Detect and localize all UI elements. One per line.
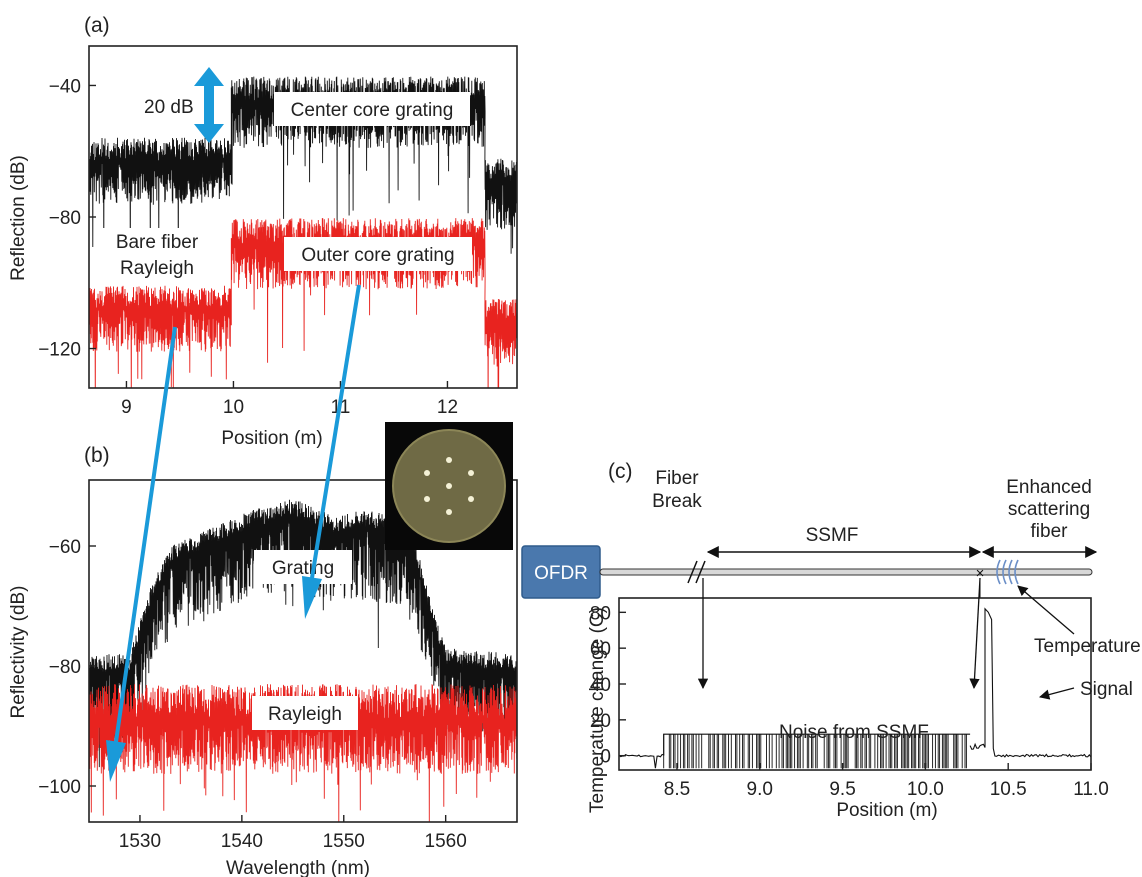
connector-arrows xyxy=(106,284,361,782)
panel-c-signal xyxy=(969,607,1091,758)
step-arrow-icon xyxy=(194,67,224,143)
splice-arrow xyxy=(969,577,981,690)
panel-c-xtick-label: 9.5 xyxy=(829,779,855,800)
panel-c-ticks: 8.5 9.0 9.5 10.0 10.5 11.0 0 20 40 60 80 xyxy=(590,603,1109,800)
scattering-coil-icon xyxy=(996,559,1019,585)
enhanced-label-1: Enhanced xyxy=(1006,477,1092,498)
enhanced-label-2: scattering xyxy=(1008,499,1090,520)
panel-a-xtick-label: 10 xyxy=(223,397,244,418)
panel-c-baseline-left xyxy=(619,733,971,769)
panel-c-plot-area xyxy=(619,607,1091,769)
bare-label-box xyxy=(102,228,216,282)
panel-a-xlabel: Position (m) xyxy=(221,428,322,449)
panel-a-ytick-label: −80 xyxy=(49,208,81,229)
panel-c-ytick-label: 0 xyxy=(600,747,611,768)
ofdr-label: OFDR xyxy=(534,563,588,584)
rayleigh-label: Rayleigh xyxy=(268,704,342,725)
enhanced-label-3: fiber xyxy=(1031,521,1069,542)
step-arrow xyxy=(194,67,224,143)
panel-c-ytick-label: 80 xyxy=(590,603,611,624)
panel-c-noise xyxy=(663,734,967,769)
panel-b-xtick-label: 1560 xyxy=(425,831,467,852)
panel-c-xtick-label: 9.0 xyxy=(747,779,773,800)
panel-a: (a) 9101112−120−80−40 Position (m) Refle… xyxy=(8,14,518,449)
step-label: 20 dB xyxy=(144,97,194,118)
fiber-schematic: OFDR × xyxy=(521,545,1098,599)
panel-c-xtick-label: 8.5 xyxy=(664,779,690,800)
ssmf-label: SSMF xyxy=(806,525,859,546)
panel-b-xtick-label: 1540 xyxy=(221,831,263,852)
panel-b-xlabel: Wavelength (nm) xyxy=(226,858,370,877)
panel-c-xtick-label: 10.0 xyxy=(907,779,944,800)
panel-b-label: (b) xyxy=(84,444,110,467)
panel-a-xtick-label: 12 xyxy=(437,397,458,418)
panel-b-xtick-label: 1550 xyxy=(323,831,365,852)
panel-c: (c) OFDR × Fiber Break SSMF Enhanced sca… xyxy=(521,460,1141,821)
center-label-box xyxy=(274,92,470,126)
temperature-label: Temperature xyxy=(1034,636,1141,657)
fiber-line xyxy=(599,568,1093,576)
panel-a-label: (a) xyxy=(84,14,110,37)
panel-c-ytick-label: 40 xyxy=(590,675,611,696)
panel-b-ylabel: Reflectivity (dB) xyxy=(8,585,29,718)
panel-b-ytick-label: −80 xyxy=(49,657,81,678)
panel-b-ytick-label: −60 xyxy=(49,537,81,558)
rayleigh-label-box xyxy=(252,696,358,730)
panel-c-xtick-label: 10.5 xyxy=(990,779,1027,800)
fiber-break-mark-2 xyxy=(695,560,706,584)
panel-c-ylabel: Temperature change (C) xyxy=(587,607,608,813)
fiber-break-mark-1 xyxy=(687,560,698,584)
fiber-break-label-1: Fiber xyxy=(655,468,699,489)
noise-label: Noise from SSMF xyxy=(779,722,929,743)
panel-a-xtick-label: 9 xyxy=(121,397,132,418)
panel-a-ytick-label: −40 xyxy=(49,76,81,97)
panel-c-xlabel: Position (m) xyxy=(836,800,937,821)
connector-rayleigh-line xyxy=(114,326,177,743)
grating-label: Grating xyxy=(272,558,334,579)
bare-label-line1: Bare fiber xyxy=(116,232,199,253)
splice-mark-icon: × xyxy=(976,565,985,582)
panel-b-frame xyxy=(88,479,518,823)
connector-grating-line xyxy=(310,284,361,579)
center-label: Center core grating xyxy=(291,100,454,121)
panel-b-ticks: 1530 1540 1550 1560 −100 −80 −60 xyxy=(38,537,467,852)
connector-rayleigh-arrowhead-icon xyxy=(106,740,126,782)
panel-c-xtick-label: 11.0 xyxy=(1073,779,1109,800)
panel-b: (b) 1530 1540 1550 1560 −100 −80 −60 Wavelengt… xyxy=(8,422,518,877)
panel-c-ytick-label: 20 xyxy=(590,711,611,732)
signal-arrow xyxy=(1038,687,1075,700)
panel-b-xtick-label: 1530 xyxy=(119,831,161,852)
panel-b-series-grating xyxy=(89,499,517,768)
panel-b-ytick-label: −100 xyxy=(38,777,81,798)
fiber-break-label-2: Break xyxy=(652,491,702,512)
panel-a-ylabel: Reflection (dB) xyxy=(8,155,29,281)
panel-a-ticks: 9101112−120−80−40 xyxy=(38,76,458,418)
temperature-arrow xyxy=(1017,585,1075,635)
fiber-cross-section-image xyxy=(385,422,513,550)
panel-c-ytick-label: 60 xyxy=(590,639,611,660)
signal-label: Signal xyxy=(1080,679,1133,700)
bare-label-line2: Rayleigh xyxy=(120,258,194,279)
outer-label: Outer core grating xyxy=(301,245,454,266)
connector-grating-arrowhead-icon xyxy=(302,576,322,619)
outer-label-box xyxy=(284,237,472,271)
panel-c-label: (c) xyxy=(608,460,633,483)
panel-a-ytick-label: −120 xyxy=(38,340,81,361)
